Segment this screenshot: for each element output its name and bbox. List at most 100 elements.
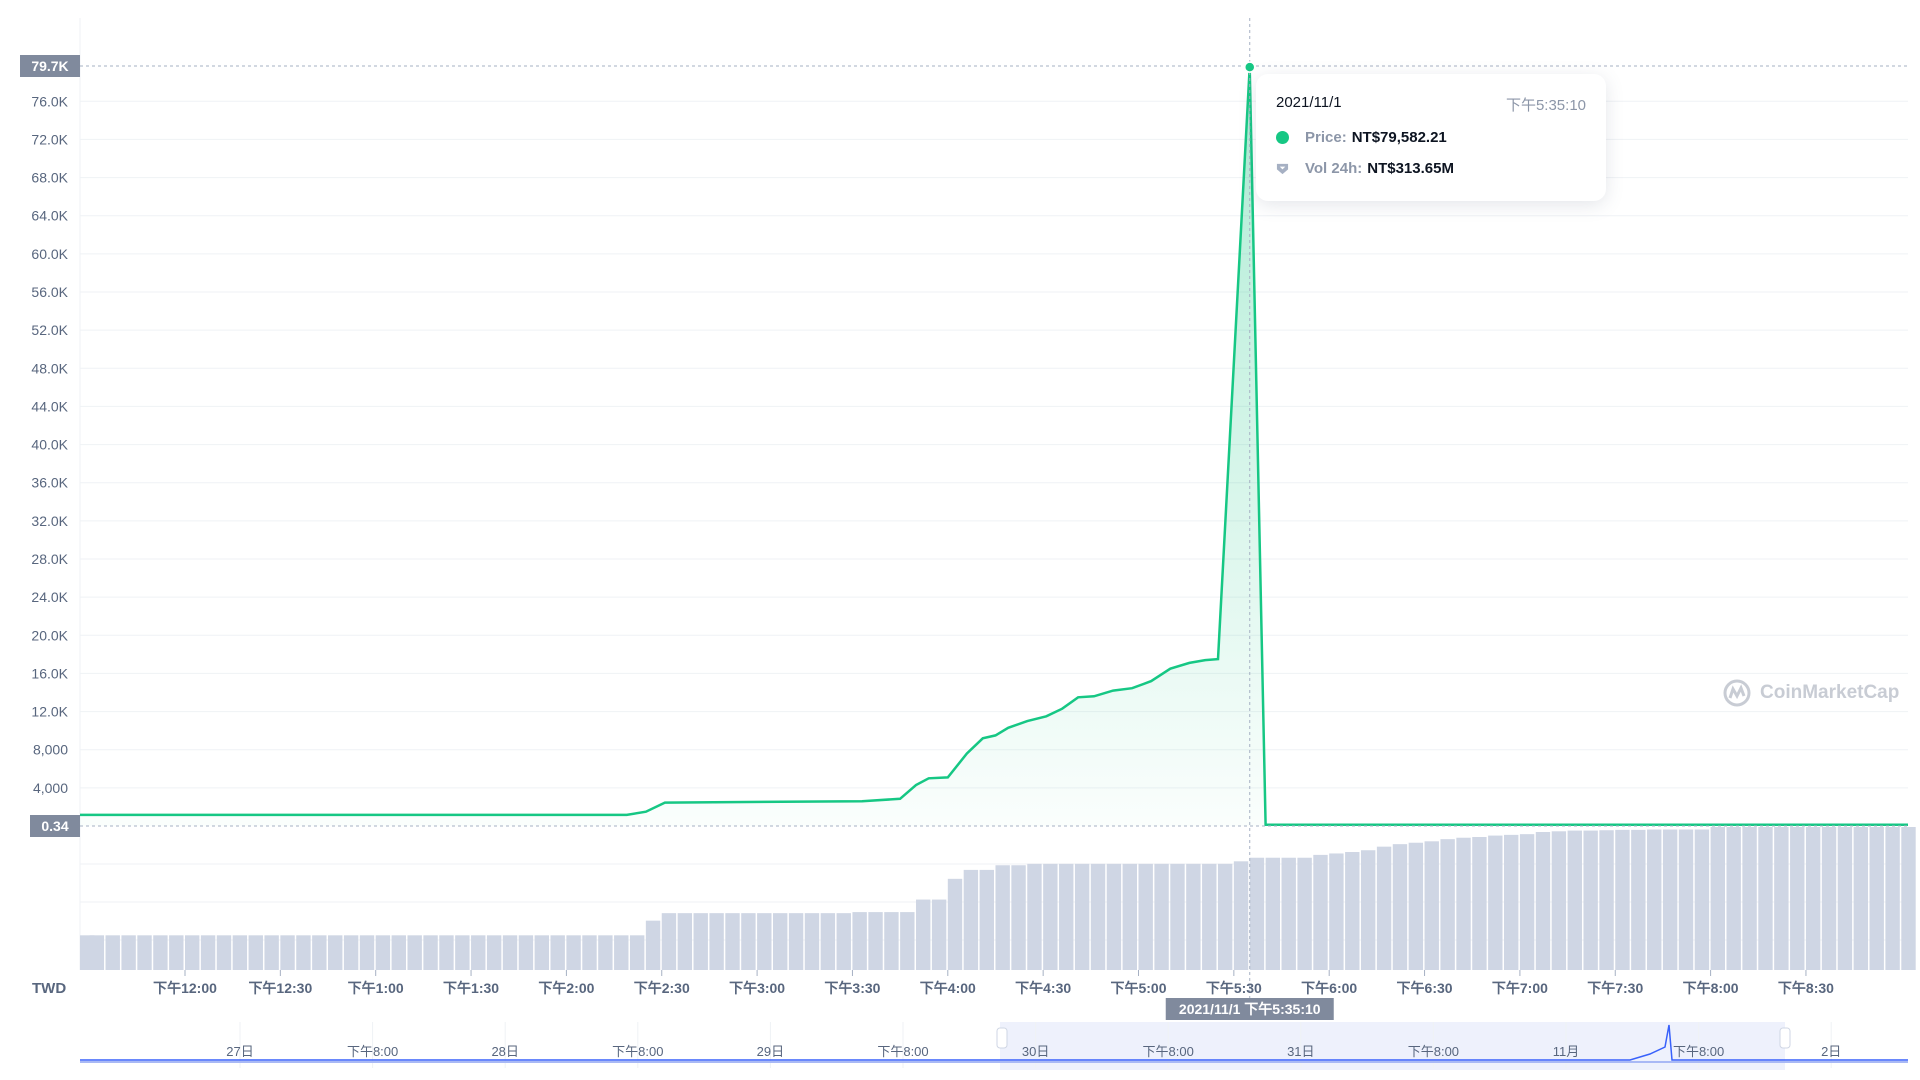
- low-marker-badge: [30, 815, 80, 837]
- volume-bar: [1710, 827, 1725, 970]
- y-tick-label: 48.0K: [31, 360, 68, 376]
- volume-bar: [1392, 844, 1408, 970]
- tooltip-price-label: Price:: [1305, 129, 1347, 146]
- volume-bar: [1281, 857, 1296, 970]
- y-tick-label: 76.0K: [31, 93, 68, 109]
- volume-bar: [1011, 865, 1026, 970]
- volume-bar: [1519, 834, 1535, 970]
- navigator-label: 下午8:00: [1408, 1044, 1459, 1059]
- tooltip-price-value: NT$79,582.21: [1351, 129, 1447, 146]
- tooltip-volume-label: Vol 24h:: [1305, 160, 1363, 177]
- volume-bar: [1694, 829, 1710, 970]
- volume-bar: [121, 935, 136, 970]
- volume-bar: [1774, 827, 1789, 970]
- volume-bar: [661, 913, 677, 970]
- volume-bar: [1106, 863, 1122, 970]
- volume-bar: [1376, 846, 1392, 970]
- x-tick-label: 下午5:30: [1206, 980, 1262, 996]
- y-tick-label: 44.0K: [31, 398, 68, 414]
- navigator-label: 29日: [757, 1044, 784, 1059]
- navigator-label: 27日: [226, 1044, 253, 1059]
- y-tick-label: 20.0K: [31, 627, 68, 643]
- volume-bar: [1821, 827, 1837, 970]
- volume-bar: [1186, 863, 1201, 970]
- crosshair-time-badge: [1165, 998, 1334, 1020]
- volume-bar: [645, 920, 661, 970]
- y-tick-label: 16.0K: [31, 665, 68, 681]
- volume-bar: [1249, 857, 1265, 970]
- volume-bar: [200, 935, 216, 970]
- x-tick-label: 下午4:30: [1015, 980, 1071, 996]
- volume-bar: [153, 935, 168, 970]
- volume-bar: [916, 899, 931, 970]
- y-tick-label: 72.0K: [31, 131, 68, 147]
- x-tick-label: 下午1:30: [443, 980, 499, 996]
- navigator-handle-right[interactable]: [1779, 1027, 1791, 1049]
- y-tick-label: 4,000: [33, 780, 68, 796]
- volume-bar: [407, 935, 422, 970]
- navigator-handle-left[interactable]: [996, 1027, 1008, 1049]
- volume-bar: [375, 935, 391, 970]
- volume-bar: [550, 935, 565, 970]
- volume-bar: [1742, 827, 1757, 970]
- volume-bar: [566, 935, 581, 970]
- volume-bar: [709, 913, 724, 970]
- volume-bar: [741, 913, 756, 970]
- x-tick-label: 下午12:00: [153, 980, 217, 996]
- volume-bar: [471, 935, 486, 970]
- watermark-text: CoinMarketCap: [1760, 682, 1900, 703]
- volume-bar: [1217, 863, 1233, 970]
- volume-bar: [582, 935, 597, 970]
- volume-bar: [1647, 829, 1662, 970]
- x-tick-label: 下午8:30: [1778, 980, 1834, 996]
- volume-bar: [1360, 850, 1376, 970]
- y-tick-label: 24.0K: [31, 589, 68, 605]
- volume-bar: [343, 935, 359, 970]
- y-tick-label: 8,000: [33, 742, 68, 758]
- tooltip-date: 2021/11/1: [1276, 94, 1342, 111]
- volume-bar: [359, 935, 375, 970]
- coinmarketcap-watermark: CoinMarketCap: [1722, 678, 1899, 708]
- volume-bar: [788, 913, 804, 970]
- volume-bar: [1265, 857, 1281, 970]
- x-tick-label: 下午7:30: [1587, 980, 1643, 996]
- volume-bar: [629, 935, 645, 970]
- volume-bar: [439, 935, 454, 970]
- navigator-label: 31日: [1287, 1044, 1314, 1059]
- volume-bar: [1551, 831, 1567, 970]
- volume-bar: [1233, 861, 1249, 970]
- price-line: [80, 67, 1908, 827]
- volume-bar: [1074, 863, 1090, 970]
- volume-bar: [963, 869, 979, 970]
- volume-bar: [900, 912, 915, 970]
- volume-bar: [614, 935, 629, 970]
- crosshair-time-label: 2021/11/1 下午5:35:10: [1179, 1001, 1321, 1017]
- volume-bar: [1122, 863, 1137, 970]
- coinmarketcap-logo-icon: [1723, 679, 1751, 707]
- volume-bar: [1678, 829, 1694, 970]
- high-marker-badge: [20, 55, 80, 77]
- x-tick-label: 下午6:00: [1301, 980, 1357, 996]
- hover-point: [1243, 61, 1256, 73]
- volume-bar: [1869, 827, 1884, 970]
- volume-bar: [979, 869, 994, 970]
- volume-bar: [1631, 829, 1646, 970]
- tooltip-time: 下午5:35:10: [1505, 97, 1586, 114]
- x-tick-label: 下午3:00: [729, 980, 785, 996]
- volume-bar: [757, 913, 772, 970]
- volume-bar: [1885, 827, 1900, 970]
- volume-bar: [598, 935, 613, 970]
- x-tick-label: 下午3:30: [824, 980, 880, 996]
- volume-bar: [169, 935, 184, 970]
- volume-bar: [1472, 837, 1487, 970]
- volume-bar: [312, 935, 327, 970]
- volume-bar: [1662, 829, 1678, 970]
- volume-bar: [1805, 827, 1821, 970]
- volume-bar: [1583, 830, 1598, 970]
- x-tick-label: 下午12:30: [248, 980, 312, 996]
- volume-bar: [328, 935, 343, 970]
- high-marker-label: 79.7K: [31, 58, 68, 74]
- volume-bar: [1504, 834, 1519, 970]
- volume-bar: [884, 912, 899, 970]
